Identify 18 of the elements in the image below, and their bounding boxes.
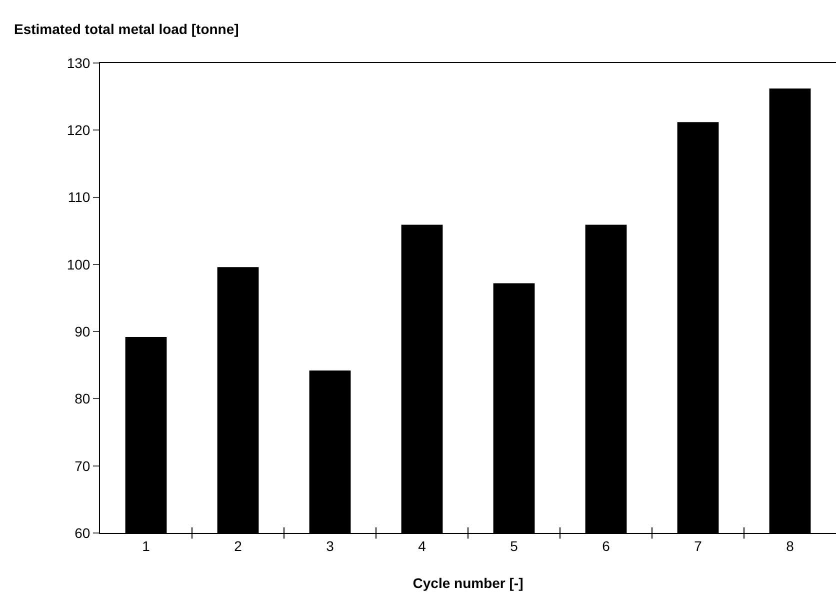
x-tick-label: 6 — [602, 538, 610, 554]
y-tick-label: 60 — [74, 524, 90, 541]
y-tick-label: 70 — [74, 458, 90, 474]
y-tick-label: 120 — [66, 122, 90, 138]
x-tick-label: 8 — [786, 538, 794, 554]
x-tick-label: 2 — [234, 538, 242, 554]
x-tick-label: 3 — [326, 538, 334, 554]
x-tick-label: 4 — [418, 538, 426, 554]
x-axis-title: Cycle number [-] — [412, 575, 524, 592]
y-tick-label: 80 — [74, 390, 90, 407]
y-axis-title: Estimated total metal load [tonne] — [14, 21, 239, 37]
y-tick-label: 100 — [66, 256, 90, 272]
y-tick-label: 90 — [74, 323, 90, 340]
y-tick-label: 130 — [66, 54, 90, 71]
y-tick-label: 110 — [68, 189, 90, 206]
x-tick-label: 7 — [694, 538, 702, 554]
x-tick-label: 1 — [142, 538, 150, 554]
x-tick-label: 5 — [510, 538, 518, 554]
